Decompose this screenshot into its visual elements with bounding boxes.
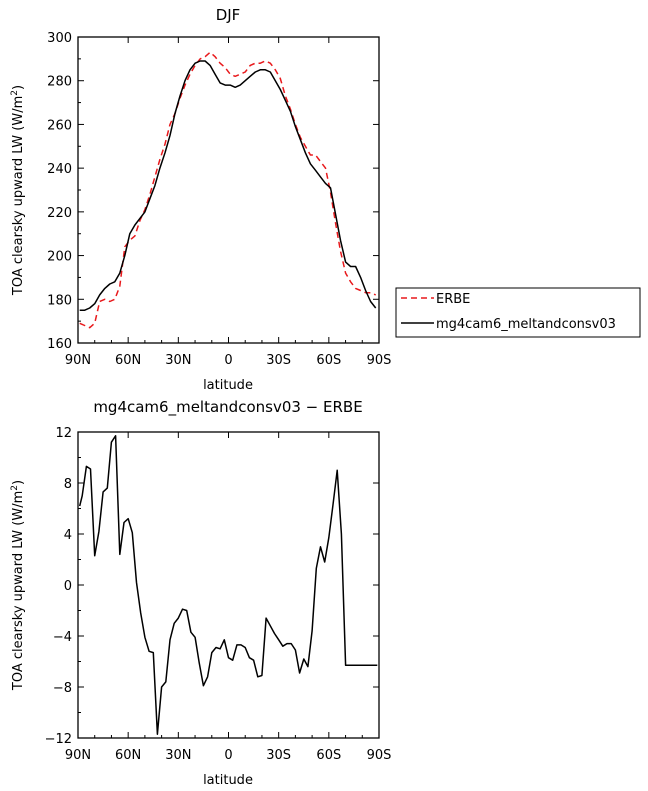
legend-label-model: mg4cam6_meltandconsv03 [436, 317, 616, 332]
bottom-x-tick-label: 90S [367, 748, 392, 763]
top-y-tick-label: 300 [47, 31, 72, 46]
top-series-line-0 [79, 51, 376, 329]
bottom-series-line-0 [78, 435, 378, 735]
bottom-y-tick-label: −8 [53, 681, 72, 696]
top-y-axis-label: TOA clearsky upward LW (W/m2) [10, 85, 26, 296]
top-x-tick-label: 30N [165, 353, 191, 368]
legend-label-erbe: ERBE [436, 292, 470, 307]
bottom-y-axis-label: TOA clearsky upward LW (W/m2) [10, 480, 26, 691]
bottom-y-tick-label: 8 [64, 477, 72, 492]
bottom-x-ticks: 90N 60N 30N 0 30S 60S 90S [65, 432, 392, 763]
top-series-line-1 [79, 60, 377, 311]
top-series-lines [79, 51, 377, 329]
bottom-x-axis-label: latitude [203, 773, 253, 788]
bottom-x-tick-label: 30S [266, 748, 291, 763]
top-x-tick-label: 90N [65, 353, 91, 368]
top-x-tick-label: 60N [115, 353, 141, 368]
legend: ERBE mg4cam6_meltandconsv03 [395, 287, 641, 338]
top-chart-title: DJF [216, 6, 241, 24]
top-x-ticks: 90N 60N 30N 0 30S 60S 90S [65, 37, 392, 368]
top-y-tick-label: 200 [47, 250, 72, 265]
top-x-tick-label: 30S [266, 353, 291, 368]
bottom-x-tick-label: 90N [65, 748, 91, 763]
bottom-series-lines [78, 435, 378, 735]
bottom-y-ticks: −12 −8 −4 0 4 8 12 [45, 426, 379, 747]
bottom-x-tick-label: 60N [115, 748, 141, 763]
bottom-y-tick-label: 4 [64, 528, 72, 543]
bottom-y-tick-label: 0 [64, 579, 72, 594]
legend-box [395, 287, 641, 338]
top-y-tick-label: 280 [47, 75, 72, 90]
top-x-tick-label: 0 [224, 353, 232, 368]
top-y-tick-label: 180 [47, 293, 72, 308]
bottom-y-tick-label: 12 [55, 426, 72, 441]
bottom-x-tick-label: 30N [165, 748, 191, 763]
top-x-tick-label: 60S [316, 353, 341, 368]
top-y-tick-label: 220 [47, 206, 72, 221]
top-y-tick-label: 240 [47, 162, 72, 177]
top-y-tick-label: 260 [47, 118, 72, 133]
top-y-tick-label: 160 [47, 337, 72, 352]
top-y-ticks: 160 180 200 220 240 260 280 300 [47, 31, 379, 352]
top-x-axis-label: latitude [203, 378, 253, 393]
bottom-chart-title: mg4cam6_meltandconsv03 − ERBE [93, 398, 362, 417]
top-x-tick-label: 90S [367, 353, 392, 368]
bottom-x-tick-label: 60S [316, 748, 341, 763]
top-panel: DJF 90N 60N 30N 0 30S 60S 90S 160 180 200 220 240 2… [10, 6, 391, 393]
bottom-panel: mg4cam6_meltandconsv03 − ERBE 90N 60N 30N 0… [10, 398, 391, 788]
bottom-y-tick-label: −12 [45, 732, 72, 747]
bottom-y-tick-label: −4 [53, 630, 72, 645]
bottom-x-tick-label: 0 [224, 748, 232, 763]
top-plot-frame [77, 36, 380, 344]
bottom-plot-frame [77, 431, 380, 739]
